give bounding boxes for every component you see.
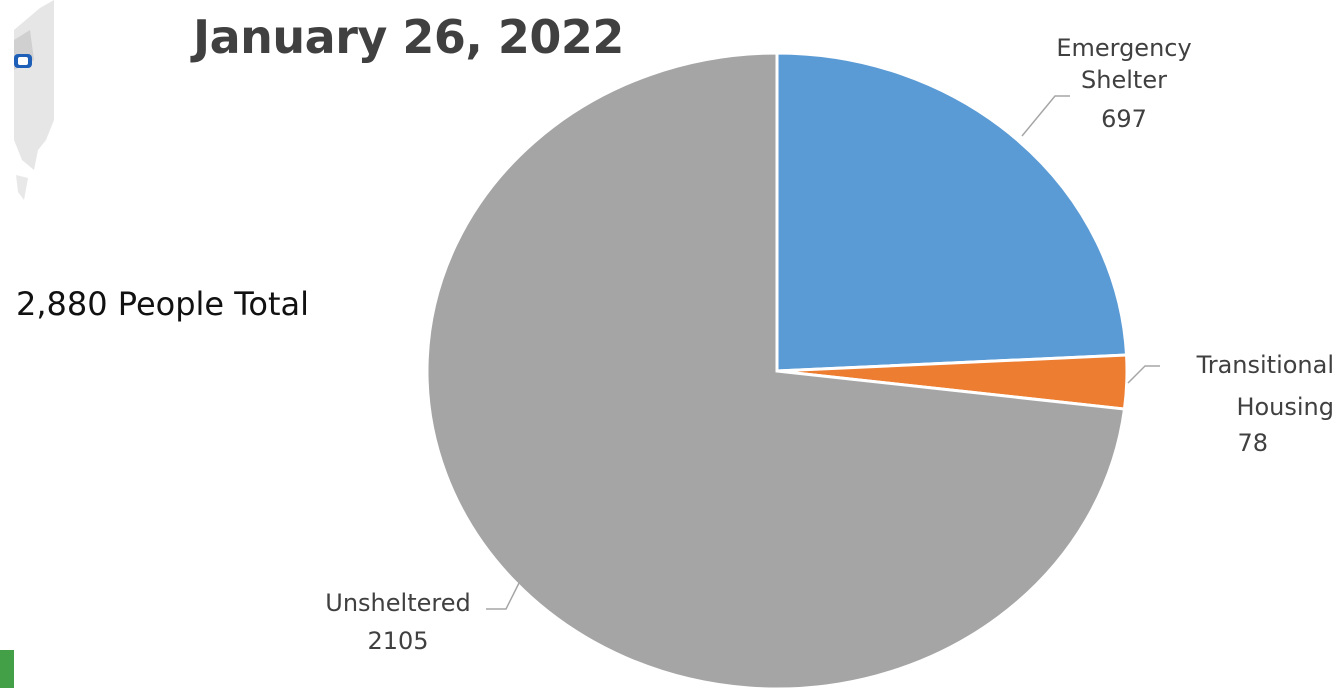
pie-slice-2 <box>425 51 1127 688</box>
leader-line-1 <box>1127 365 1160 384</box>
chart-title: January 26, 2022 <box>193 10 624 64</box>
leader-line-0 <box>1021 95 1070 137</box>
slice-label-2-line-0: Unsheltered <box>325 589 470 617</box>
corner-accent-bar <box>0 650 14 688</box>
total-people-label: 2,880 People Total <box>16 285 309 323</box>
slice-value-0: 697 <box>1101 105 1147 133</box>
slice-label-0-line-0: Emergency <box>1056 34 1191 62</box>
pie-slice-0 <box>775 51 1129 373</box>
leader-line-2 <box>486 582 520 610</box>
slice-value-2: 2105 <box>367 627 428 655</box>
slice-label-1-line-0: Transitional <box>1196 351 1334 379</box>
slice-label-1-line-1: Housing <box>1236 393 1334 421</box>
logo-fragment <box>0 0 60 220</box>
slice-label-0-line-1: Shelter <box>1081 66 1167 94</box>
slice-value-1: 78 <box>1237 429 1268 457</box>
